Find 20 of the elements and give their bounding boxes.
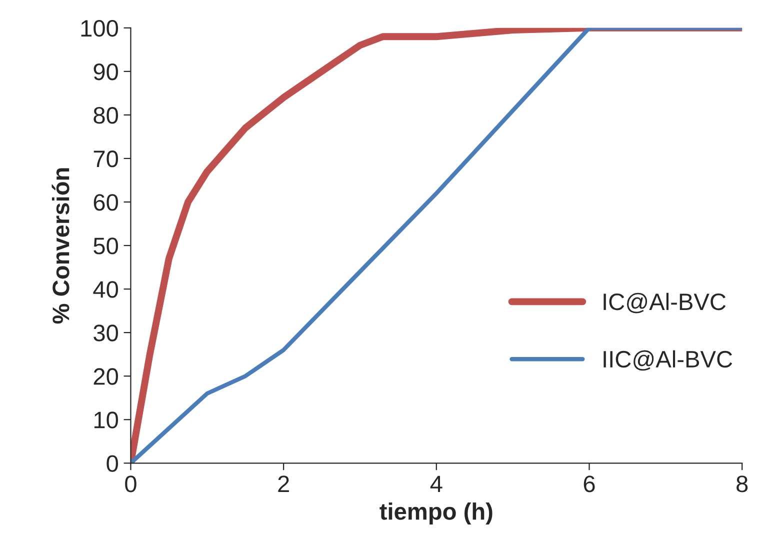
x-tick-label: 2 (278, 476, 289, 492)
y-tick-label: 80 (94, 107, 118, 124)
x-tick-label: 6 (584, 476, 595, 492)
y-tick-label: 70 (94, 150, 118, 168)
x-tick-label: 8 (736, 476, 748, 492)
legend-label: IC@Al-BVC (604, 292, 726, 314)
legend-label: IIC@Al-BVC (604, 350, 732, 371)
x-axis-title: tiempo (h) (380, 502, 492, 525)
x-tick-label: 4 (430, 476, 442, 492)
y-tick-label: 100 (81, 20, 118, 37)
y-tick-label: 50 (94, 238, 118, 254)
y-tick-label: 90 (94, 63, 118, 80)
y-tick-label: 0 (106, 455, 118, 472)
y-axis-title: % Conversión (52, 168, 70, 324)
y-tick-label: 40 (93, 281, 118, 298)
y-tick-label: 30 (94, 324, 118, 342)
y-tick-label: 20 (94, 368, 118, 385)
y-tick-label: 10 (94, 412, 118, 428)
x-tick-label: 0 (125, 476, 136, 492)
y-tick-label: 60 (94, 194, 118, 211)
